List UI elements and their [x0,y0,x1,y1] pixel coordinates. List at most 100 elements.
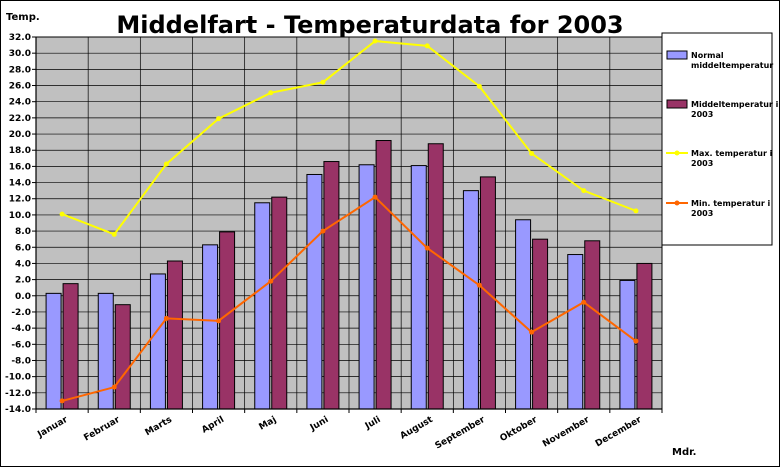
y-tick-label: 16.0 [9,162,31,172]
line-point-1-oktober [529,150,535,156]
bar-series2-februar [114,304,131,410]
bars [45,140,653,410]
line-point-2-marts [163,315,169,321]
bar-series1-december [619,279,636,410]
legend-label: middeltemperatur [691,61,773,70]
line-series-1 [61,40,637,236]
y-tick-label: 4.0 [15,259,31,269]
line-point-1-juni [320,79,326,85]
bar-series2-november [584,240,601,410]
bar-series1-august [410,165,427,410]
y-tick-label: 22.0 [9,114,31,124]
y-tick-label: 20.0 [9,130,31,140]
y-tick-label: 8.0 [15,227,31,237]
y-tick-label: 24.0 [9,98,31,108]
line-point-2-april [216,318,222,324]
y-tick-label: -2.0 [11,308,31,318]
line-series-2 [61,195,637,402]
bar-series2-marts [166,260,183,410]
y-tick-label: 10.0 [9,211,31,221]
line-point-1-juli [372,38,378,44]
legend-label: Normal [691,51,724,60]
line-point-2-januar [59,398,65,404]
line-point-2-juni [320,228,326,234]
bar-series1-oktober [515,219,532,410]
bar-series1-juni [306,173,323,410]
line-point-1-marts [163,161,169,167]
bar-series2-august [427,143,444,410]
legend-box [661,32,773,246]
y-tick-label: 32.0 [9,33,31,43]
line-point-1-maj [268,90,274,96]
bar-series1-januar [45,292,62,410]
y-tick-label: 6.0 [15,243,31,253]
line-point-2-maj [268,278,274,284]
y-tick-label: -14.0 [5,405,31,415]
y-tick-label: 12.0 [9,195,31,205]
grid-lines [35,36,663,410]
y-tick-label: 30.0 [9,49,31,59]
y-tick-label: 14.0 [9,179,31,189]
legend-label: Middeltemperatur i [691,100,779,109]
legend-swatch-2 [666,99,688,109]
y-tick-label: 26.0 [9,82,31,92]
y-tick-label: -6.0 [11,340,31,350]
legend-marker-4 [674,200,680,206]
legend-label: Max. temperatur i [691,149,773,158]
legend-marker-3 [674,150,680,156]
line-point-2-november [581,299,587,305]
bar-series1-juli [358,164,375,410]
x-tick-label: Juli [363,415,383,432]
bar-series2-juni [323,161,340,410]
x-tick-label: Januar [35,415,70,441]
line-point-1-september [476,83,482,89]
chart-title: Middelfart - Temperaturdata for 2003 [116,11,623,39]
y-tick-label: -12.0 [5,389,31,399]
line-point-1-december [633,208,639,214]
bar-series1-marts [149,273,166,410]
legend-label: 2003 [691,159,713,168]
x-tick-label: Juni [308,415,331,434]
line-point-1-august [424,43,430,49]
x-tick-label: Maj [258,415,279,433]
bar-series2-januar [62,283,79,410]
y-tick-label: 18.0 [9,146,31,156]
x-tick-label: December [594,415,644,450]
y-tick-label: 28.0 [9,65,31,75]
bar-series1-september [462,190,479,410]
legend-swatch-1 [666,50,688,60]
bar-series2-december [636,262,653,410]
y-tick-label: 0.0 [15,292,31,302]
line-point-1-april [216,116,222,122]
y-tick-label: -4.0 [11,324,31,334]
x-tick-label: August [399,415,436,442]
series-lines [59,38,639,404]
bar-series2-juli [375,140,392,410]
bar-series1-november [567,254,584,410]
x-tick-label: Marts [144,415,174,438]
line-point-2-februar [111,384,117,390]
legend-label: Min. temperatur i [691,199,771,208]
x-tick-label: November [541,415,592,450]
x-axis-label: Mdr. [672,447,696,458]
x-tick-label: September [434,415,488,452]
y-tick-label: -10.0 [5,373,31,383]
line-point-1-november [581,188,587,194]
bar-series1-april [202,244,219,410]
legend-label: 2003 [691,209,713,218]
x-tick-label: April [200,415,226,436]
y-axis-label: Temp. [6,12,40,23]
line-point-1-februar [111,231,117,237]
line-point-2-oktober [529,329,535,335]
line-point-2-august [424,245,430,251]
y-tick-label: 2.0 [15,276,31,286]
line-point-2-september [476,282,482,288]
y-tick-label: -8.0 [11,356,31,366]
legend-label: 2003 [691,110,713,119]
x-tick-label: Februar [82,415,122,444]
x-tick-label: Oktober [498,415,539,444]
line-point-2-juli [372,194,378,200]
line-point-2-december [633,338,639,344]
bar-series2-april [219,231,236,410]
